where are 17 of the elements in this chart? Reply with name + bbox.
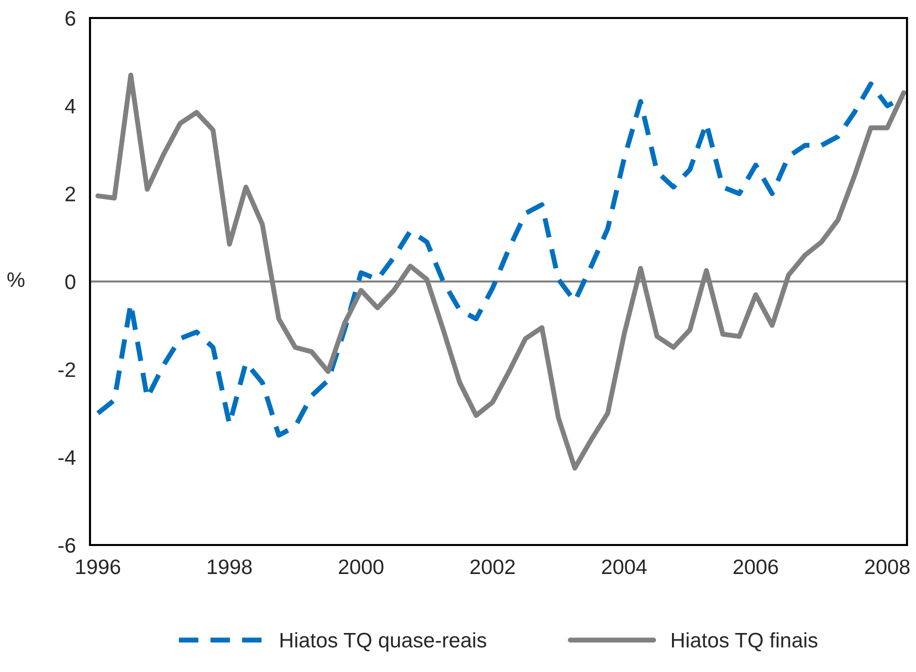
x-tick-label: 2004 [602,559,647,574]
y-tick-label: 4 [65,99,76,114]
y-tick-label: 0 [65,274,76,290]
y-tick-label: 2 [66,186,76,202]
x-tick-label: 2008 [865,559,910,574]
x-tick-label: 2000 [338,559,384,574]
x-tick-label: 1996 [76,559,120,574]
y-tick-label: -4 [58,450,76,465]
y-axis-title: % [7,272,24,288]
legend-label: Hiatos TQ quase-reais [280,632,486,652]
legend-label: Hiatos TQ finais [672,632,818,652]
x-tick-label: 2006 [734,559,778,574]
x-tick-label: 1998 [208,559,252,574]
y-tick-label: -6 [58,538,76,553]
y-tick-label: 6 [66,11,76,26]
x-tick-label: 2002 [470,559,515,574]
y-tick-label: -2 [58,362,76,377]
